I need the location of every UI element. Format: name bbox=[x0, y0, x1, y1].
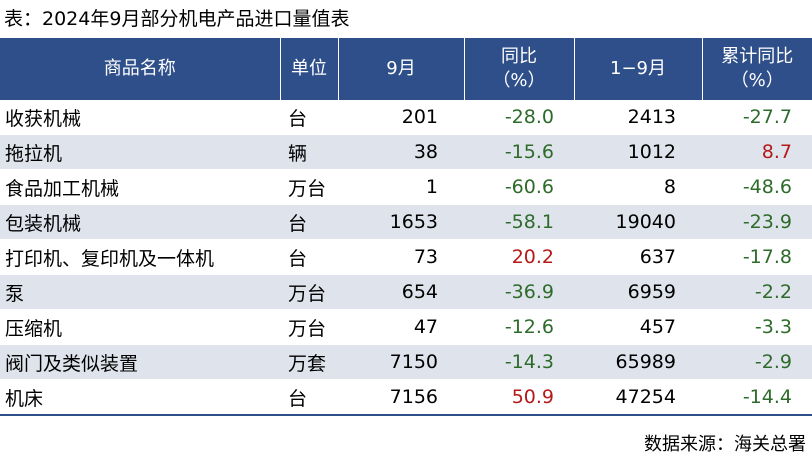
cell-product-name: 收获机械 bbox=[0, 100, 280, 135]
cell-cumulative-value: 65989 bbox=[574, 344, 702, 380]
cell-unit: 台 bbox=[280, 204, 338, 240]
cell-yoy-change: -12.6 bbox=[464, 309, 574, 345]
cell-september-value: 38 bbox=[338, 134, 464, 170]
column-header-yoy-line2: （%） bbox=[492, 70, 546, 91]
cell-cumulative-value: 457 bbox=[574, 309, 702, 345]
cell-product-name: 阀门及类似装置 bbox=[0, 344, 280, 380]
table-row: 拖拉机辆 38 -15.6 1012 8.7 bbox=[0, 134, 812, 170]
table-row: 压缩机 万台 47 -12.6 457 -3.3 bbox=[0, 309, 812, 345]
cell-yoy-change: 50.9 bbox=[464, 379, 574, 416]
cell-product-name: 泵 bbox=[0, 274, 280, 310]
cell-september-value: 1 bbox=[338, 169, 464, 205]
cell-unit: 万套 bbox=[280, 344, 338, 380]
cell-yoy-change: -14.3 bbox=[464, 344, 574, 380]
table-row: 食品加工机械 万台 1 -60.6 8 -48.6 bbox=[0, 169, 812, 205]
table-title: 表：2024年9月部分机电产品进口量值表 bbox=[4, 8, 350, 30]
cell-september-value: 47 bbox=[338, 309, 464, 345]
cell-cumulative-yoy-change: -27.7 bbox=[702, 100, 812, 135]
cell-unit: 万台 bbox=[280, 274, 338, 310]
cell-unit: 台 bbox=[280, 379, 338, 416]
column-header-september: 9月 bbox=[338, 38, 465, 100]
column-header-cumulative: 1−9月 bbox=[574, 38, 703, 100]
data-source-note: 数据来源：海关总署 bbox=[644, 434, 806, 455]
column-header-yoy: 同比 （%） bbox=[464, 38, 575, 100]
cell-september-value: 73 bbox=[338, 239, 464, 275]
column-header-cumulative-yoy-line1: 累计同比 bbox=[721, 46, 794, 67]
table-header-row: 商品名称 单位 9月 同比 （%） 1−9月 累计同比 （%） bbox=[0, 38, 812, 100]
cell-yoy-change: -28.0 bbox=[464, 100, 574, 135]
column-header-cumulative-yoy: 累计同比 （%） bbox=[702, 38, 812, 100]
cell-cumulative-yoy-change: -2.2 bbox=[702, 274, 812, 310]
cell-cumulative-value: 8 bbox=[574, 169, 702, 205]
import-value-table: 商品名称 单位 9月 同比 （%） 1−9月 累计同比 （%） 收获机械台 201… bbox=[0, 38, 812, 416]
cell-unit: 辆 bbox=[280, 134, 338, 170]
table-row: 打印机、复印机及一体机台 73 20.2 637 -17.8 bbox=[0, 239, 812, 275]
cell-product-name: 机床 bbox=[0, 379, 280, 416]
cell-cumulative-yoy-change: -23.9 bbox=[702, 204, 812, 240]
cell-cumulative-value: 6959 bbox=[574, 274, 702, 310]
cell-cumulative-value: 2413 bbox=[574, 100, 702, 135]
column-header-cumulative-yoy-line2: （%） bbox=[730, 70, 784, 91]
cell-cumulative-yoy-change: -17.8 bbox=[702, 239, 812, 275]
table-row: 阀门及类似装置 万套 7150 -14.3 65989 -2.9 bbox=[0, 344, 812, 380]
cell-cumulative-yoy-change: -48.6 bbox=[702, 169, 812, 205]
cell-september-value: 7150 bbox=[338, 344, 464, 380]
cell-cumulative-yoy-change: -2.9 bbox=[702, 344, 812, 380]
cell-cumulative-value: 19040 bbox=[574, 204, 702, 240]
table-row: 收获机械台 201 -28.0 2413 -27.7 bbox=[0, 100, 812, 135]
cell-unit: 台 bbox=[280, 100, 338, 135]
cell-unit: 台 bbox=[280, 239, 338, 275]
cell-september-value: 654 bbox=[338, 274, 464, 310]
column-header-yoy-line1: 同比 bbox=[501, 46, 537, 67]
table-row: 包装机械台 1653 -58.1 19040 -23.9 bbox=[0, 204, 812, 240]
cell-cumulative-yoy-change: 8.7 bbox=[702, 134, 812, 170]
cell-yoy-change: 20.2 bbox=[464, 239, 574, 275]
cell-september-value: 1653 bbox=[338, 204, 464, 240]
cell-yoy-change: -15.6 bbox=[464, 134, 574, 170]
cell-unit: 万台 bbox=[280, 169, 338, 205]
cell-cumulative-value: 1012 bbox=[574, 134, 702, 170]
cell-cumulative-yoy-change: -3.3 bbox=[702, 309, 812, 345]
cell-product-name: 压缩机 bbox=[0, 309, 280, 345]
cell-cumulative-value: 637 bbox=[574, 239, 702, 275]
column-header-unit: 单位 bbox=[280, 38, 339, 100]
table-row: 机床台 7156 50.9 47254 -14.4 bbox=[0, 379, 812, 416]
cell-product-name: 打印机、复印机及一体机 bbox=[0, 239, 280, 275]
cell-yoy-change: -60.6 bbox=[464, 169, 574, 205]
cell-product-name: 食品加工机械 bbox=[0, 169, 280, 205]
column-header-product: 商品名称 bbox=[0, 38, 281, 100]
cell-unit: 万台 bbox=[280, 309, 338, 345]
cell-yoy-change: -58.1 bbox=[464, 204, 574, 240]
table-row: 泵万台 654 -36.9 6959 -2.2 bbox=[0, 274, 812, 310]
cell-product-name: 拖拉机 bbox=[0, 134, 280, 170]
cell-cumulative-value: 47254 bbox=[574, 379, 702, 416]
cell-september-value: 201 bbox=[338, 100, 464, 135]
cell-yoy-change: -36.9 bbox=[464, 274, 574, 310]
cell-cumulative-yoy-change: -14.4 bbox=[702, 379, 812, 416]
cell-product-name: 包装机械 bbox=[0, 204, 280, 240]
cell-september-value: 7156 bbox=[338, 379, 464, 416]
